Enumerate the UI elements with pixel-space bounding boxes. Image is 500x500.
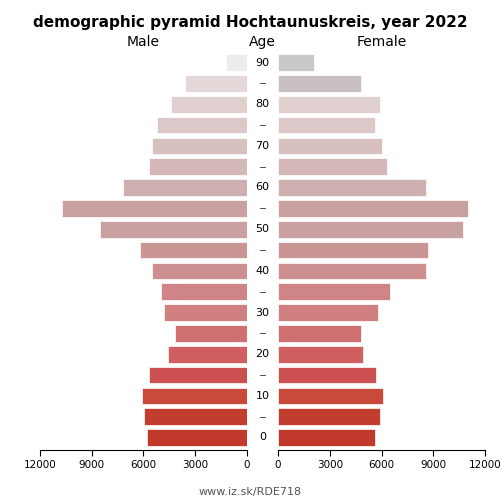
Bar xyxy=(147,429,247,446)
Bar xyxy=(158,116,247,134)
Bar xyxy=(278,262,426,279)
Bar xyxy=(278,200,468,216)
Bar xyxy=(100,221,247,238)
Bar xyxy=(160,284,247,300)
Bar xyxy=(278,179,426,196)
Text: 90: 90 xyxy=(256,58,270,68)
Bar xyxy=(278,96,380,112)
Bar xyxy=(278,158,386,175)
Bar xyxy=(152,262,247,279)
Bar xyxy=(62,200,247,216)
Text: 80: 80 xyxy=(256,99,270,109)
Text: demographic pyramid Hochtaunuskreis, year 2022: demographic pyramid Hochtaunuskreis, yea… xyxy=(32,15,468,30)
Bar xyxy=(278,138,382,154)
Bar xyxy=(144,408,247,425)
Bar xyxy=(226,54,247,71)
Text: www.iz.sk/RDE718: www.iz.sk/RDE718 xyxy=(198,487,302,497)
Title: Female: Female xyxy=(356,35,406,49)
Bar xyxy=(152,138,247,154)
Bar xyxy=(278,54,314,71)
Bar xyxy=(278,429,374,446)
Title: Age: Age xyxy=(249,35,276,49)
Bar xyxy=(123,179,247,196)
Text: 70: 70 xyxy=(256,141,270,151)
Bar xyxy=(142,388,247,404)
Bar xyxy=(168,346,247,362)
Text: 40: 40 xyxy=(256,266,270,276)
Bar xyxy=(148,366,247,384)
Bar xyxy=(278,116,374,134)
Bar xyxy=(278,75,361,92)
Text: 50: 50 xyxy=(256,224,270,234)
Text: 20: 20 xyxy=(256,349,270,359)
Bar xyxy=(278,346,362,362)
Bar xyxy=(140,242,247,258)
Bar xyxy=(278,325,361,342)
Bar xyxy=(278,284,390,300)
Bar xyxy=(278,304,378,321)
Text: 10: 10 xyxy=(256,391,270,401)
Bar xyxy=(278,388,383,404)
Bar xyxy=(278,366,376,384)
Bar xyxy=(148,158,247,175)
Text: 60: 60 xyxy=(256,182,270,192)
Bar xyxy=(278,221,462,238)
Bar xyxy=(171,96,247,112)
Bar xyxy=(185,75,247,92)
Bar xyxy=(164,304,247,321)
Text: 30: 30 xyxy=(256,308,270,318)
Bar xyxy=(278,408,380,425)
Title: Male: Male xyxy=(127,35,160,49)
Text: 0: 0 xyxy=(259,432,266,442)
Bar xyxy=(278,242,428,258)
Bar xyxy=(174,325,247,342)
